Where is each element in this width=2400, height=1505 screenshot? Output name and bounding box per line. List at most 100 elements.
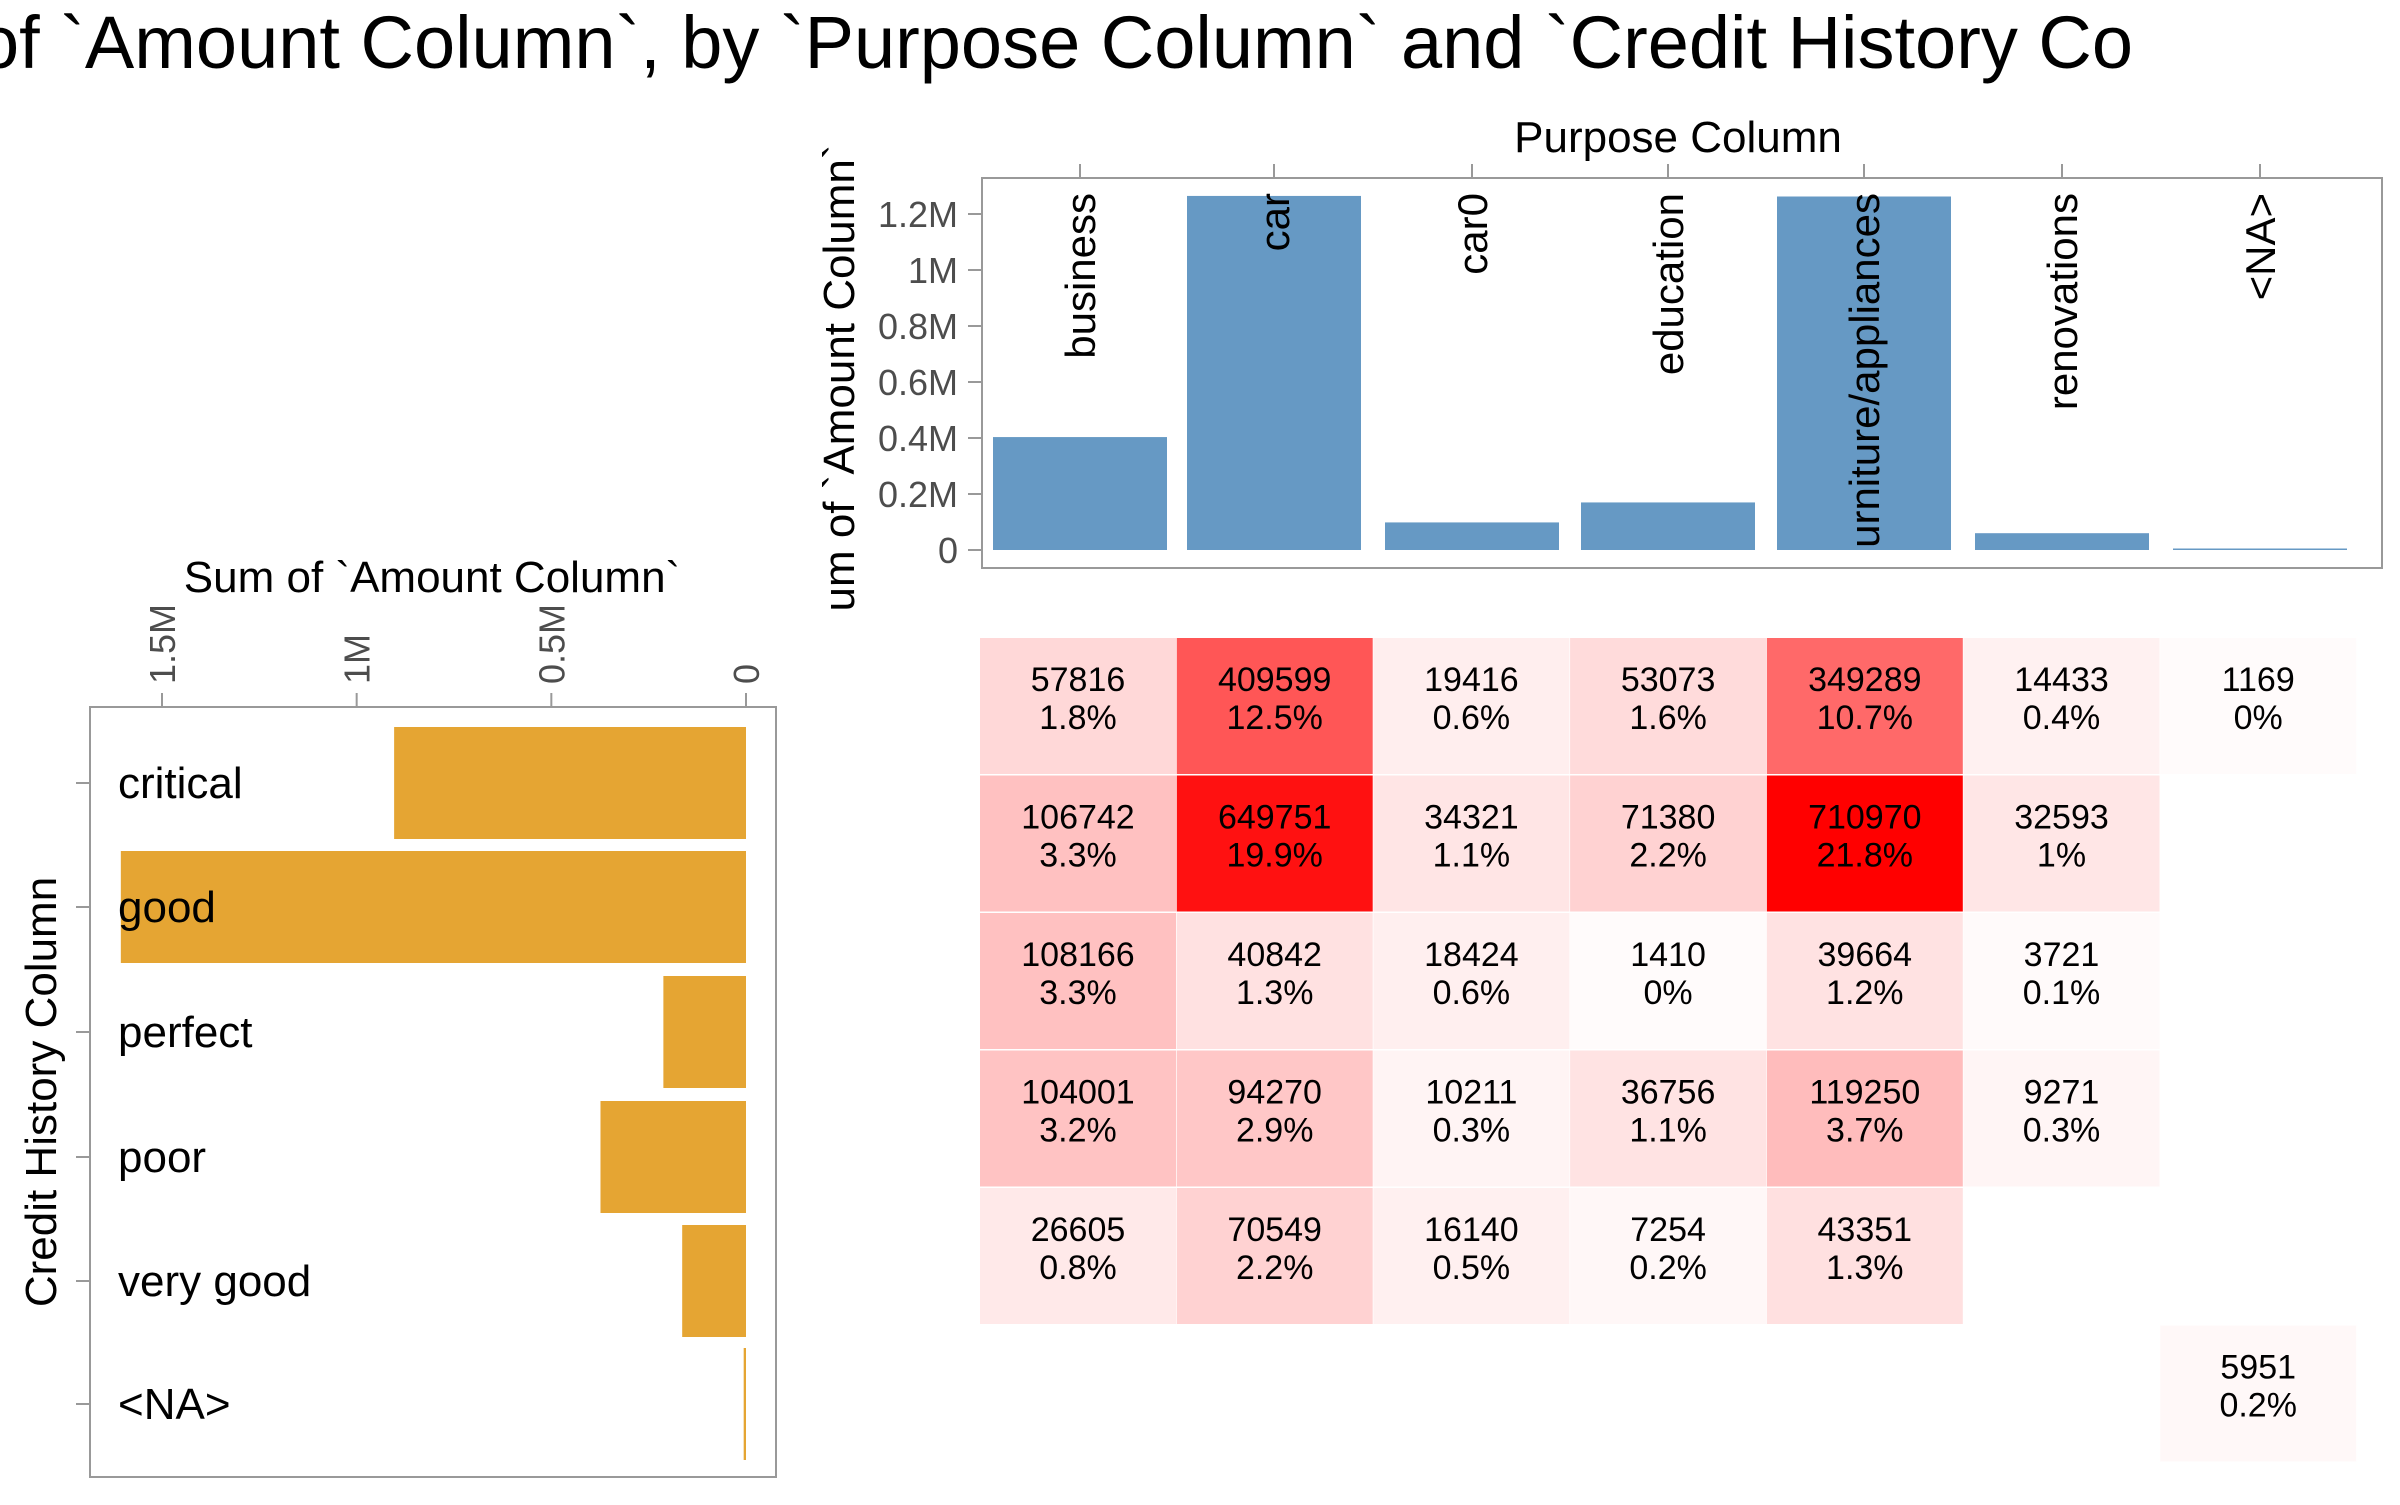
heatmap-cell xyxy=(1766,638,1963,774)
top-category-label: business xyxy=(1057,193,1104,359)
top-y-tick-label: 0.2M xyxy=(878,474,958,515)
heatmap-cell-percent: 0.8% xyxy=(1039,1249,1117,1287)
heatmap-cell xyxy=(1570,1050,1767,1187)
top-y-tick-label: 1.2M xyxy=(878,194,958,235)
heatmap-cell-value: 16140 xyxy=(1424,1211,1519,1249)
heatmap-cell-percent: 1.3% xyxy=(1236,974,1314,1012)
left-category-label: good xyxy=(118,883,216,932)
top-category-label: urniture/appliances xyxy=(1841,193,1888,548)
heatmap: 578161.8%40959912.5%194160.6%530731.6%34… xyxy=(980,638,2357,1462)
heatmap-cell-value: 39664 xyxy=(1818,936,1913,974)
heatmap-cell-percent: 1% xyxy=(2037,837,2086,875)
left-category-label: <NA> xyxy=(118,1380,231,1429)
heatmap-cell-value: 26605 xyxy=(1031,1211,1126,1249)
heatmap-cell-value: 349289 xyxy=(1808,661,1921,699)
heatmap-cell xyxy=(1176,913,1373,1049)
heatmap-cell xyxy=(1766,775,1963,912)
heatmap-cell xyxy=(1373,638,1570,774)
heatmap-cell xyxy=(2160,638,2357,774)
top-y-tick-label: 0.8M xyxy=(878,306,958,347)
left-bar xyxy=(743,1348,746,1460)
left-chart-bars xyxy=(120,727,747,1460)
heatmap-cell xyxy=(1373,1050,1570,1187)
heatmap-cell-percent: 1.3% xyxy=(1826,1249,1904,1287)
top-chart-frame xyxy=(981,177,2383,569)
heatmap-cell-percent: 0.2% xyxy=(2219,1387,2297,1425)
top-y-tick-label: 0.4M xyxy=(878,418,958,459)
heatmap-cell-value: 18424 xyxy=(1424,936,1519,974)
top-bar xyxy=(1187,195,1361,550)
heatmap-cell-value: 3721 xyxy=(2024,936,2100,974)
heatmap-cell xyxy=(1176,775,1373,912)
heatmap-cell-value: 19416 xyxy=(1424,661,1519,699)
heatmap-cell-value: 10211 xyxy=(1425,1074,1517,1112)
heatmap-cell-value: 57816 xyxy=(1031,661,1126,699)
left-chart-y-ticks xyxy=(76,782,90,1405)
left-x-tick-label: 0.5M xyxy=(531,604,572,684)
heatmap-cell-value: 43351 xyxy=(1818,1211,1913,1249)
heatmap-cell xyxy=(1766,1050,1963,1187)
heatmap-cell-percent: 0.6% xyxy=(1433,974,1511,1012)
heatmap-cell xyxy=(980,913,1176,1049)
top-bar-chart: Purpose Column um of `Amount Column` 0 0.… xyxy=(815,113,2383,612)
heatmap-cell-percent: 3.3% xyxy=(1039,974,1117,1012)
heatmap-cell-value: 409599 xyxy=(1218,661,1331,699)
heatmap-cell-value: 14433 xyxy=(2014,661,2109,699)
top-y-tick-label: 1M xyxy=(908,250,958,291)
left-bar-chart: Sum of `Amount Column` Credit History Co… xyxy=(17,553,777,1478)
left-bar xyxy=(394,727,746,839)
heatmap-cell-percent: 21.8% xyxy=(1817,837,1913,875)
top-bar xyxy=(1385,522,1559,550)
top-chart-y-axis: 0 0.2M 0.4M 0.6M 0.8M 1M 1.2M xyxy=(878,194,982,571)
heatmap-cell xyxy=(1963,775,2160,912)
top-bar xyxy=(993,437,1167,550)
heatmap-cell-percent: 3.2% xyxy=(1039,1112,1117,1150)
heatmap-cell-percent: 10.7% xyxy=(1817,699,1913,737)
heatmap-cell-percent: 0.2% xyxy=(1629,1249,1707,1287)
heatmap-cell xyxy=(980,638,1176,774)
left-chart-x-axis-title: Sum of `Amount Column` xyxy=(184,553,680,602)
heatmap-cell xyxy=(1963,1050,2160,1187)
top-bar xyxy=(2173,548,2347,550)
heatmap-cell-value: 34321 xyxy=(1424,799,1519,837)
heatmap-cell-percent: 19.9% xyxy=(1226,837,1322,875)
heatmap-cell-percent: 3.3% xyxy=(1039,837,1117,875)
heatmap-cell-percent: 1.1% xyxy=(1433,837,1511,875)
heatmap-cell-value: 70549 xyxy=(1227,1211,1322,1249)
heatmap-cell-percent: 2.2% xyxy=(1236,1249,1314,1287)
heatmap-cell-percent: 3.7% xyxy=(1826,1112,1904,1150)
top-chart-x-ticks xyxy=(1079,164,2261,178)
heatmap-cell-percent: 0.5% xyxy=(1433,1249,1511,1287)
heatmap-cell xyxy=(1373,913,1570,1049)
heatmap-cell-value: 94270 xyxy=(1227,1074,1322,1112)
left-category-label: critical xyxy=(118,759,243,808)
top-y-tick-label: 0 xyxy=(938,530,958,571)
left-x-tick-label: 1.5M xyxy=(142,604,183,684)
heatmap-cell xyxy=(980,1050,1176,1187)
top-chart-category-labels: business car car0 education urniture/applian… xyxy=(1057,193,2284,548)
left-x-tick-label: 1M xyxy=(337,634,378,684)
left-category-label: perfect xyxy=(118,1008,253,1057)
heatmap-cell-value: 71380 xyxy=(1621,799,1716,837)
heatmap-cell-percent: 0.4% xyxy=(2023,699,2101,737)
left-bar xyxy=(682,1225,746,1337)
heatmap-cell-value: 710970 xyxy=(1808,799,1921,837)
heatmap-cell-percent: 0% xyxy=(2234,699,2283,737)
heatmap-cell xyxy=(1963,638,2160,774)
heatmap-cell-value: 9271 xyxy=(2024,1074,2100,1112)
heatmap-cell-value: 1169 xyxy=(2222,661,2295,699)
heatmap-cell xyxy=(1963,913,2160,1049)
heatmap-cell-value: 104001 xyxy=(1021,1074,1134,1112)
left-chart-x-axis: 0 0.5M 1M 1.5M xyxy=(142,604,767,707)
heatmap-cell-percent: 1.2% xyxy=(1826,974,1904,1012)
top-chart-bars xyxy=(993,195,2347,550)
heatmap-cell-percent: 0.6% xyxy=(1433,699,1511,737)
top-bar xyxy=(1581,502,1755,550)
heatmap-cell xyxy=(1570,913,1767,1049)
heatmap-cell-value: 649751 xyxy=(1218,799,1331,837)
heatmap-cell xyxy=(1766,913,1963,1049)
top-chart-y-axis-title: um of `Amount Column` xyxy=(815,144,864,611)
heatmap-cell-value: 7254 xyxy=(1630,1211,1706,1249)
heatmap-cell-percent: 2.9% xyxy=(1236,1112,1314,1150)
